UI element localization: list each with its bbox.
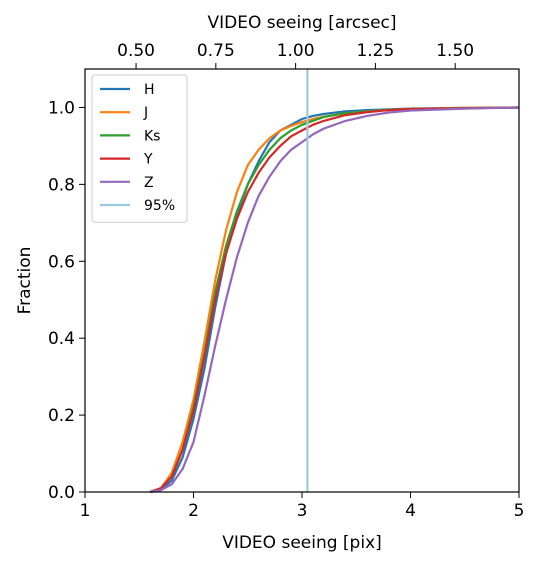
x-tick-label: 3 <box>297 501 308 521</box>
y-tick-label: 0.6 <box>48 252 75 272</box>
legend-label: 95% <box>144 198 175 214</box>
legend-label: Z <box>144 175 154 191</box>
y-tick-label: 1.0 <box>48 98 75 118</box>
series-line-y <box>149 106 520 494</box>
x-tick-label: 4 <box>405 501 416 521</box>
y-tick-label: 0.4 <box>48 329 75 349</box>
series-lines <box>149 69 520 494</box>
series-line-j <box>149 106 520 494</box>
x-axis-label: VIDEO seeing [pix] <box>222 533 382 553</box>
y-tick-label: 0.2 <box>48 406 75 426</box>
x-tick-label: 5 <box>514 501 525 521</box>
x-tick-label: 2 <box>188 501 199 521</box>
y-tick-label: 0.8 <box>48 175 75 195</box>
top-x-axis: 0.50 0.75 1.00 1.25 1.50 <box>117 41 474 69</box>
y-tick-label: 0.0 <box>48 483 75 503</box>
legend-label: Ks <box>144 128 160 144</box>
top-x-tick-label: 0.50 <box>117 41 155 61</box>
legend-label: H <box>144 82 155 98</box>
x-tick-label: 1 <box>80 501 91 521</box>
top-x-tick-label: 0.75 <box>197 41 235 61</box>
top-x-tick-label: 1.00 <box>277 41 315 61</box>
legend-label: Y <box>143 152 153 168</box>
series-line-h <box>149 106 520 494</box>
legend-label: J <box>143 105 148 121</box>
series-line-ks <box>149 106 520 494</box>
bottom-x-axis: 1 2 3 4 5 <box>80 492 525 521</box>
top-x-tick-label: 1.25 <box>356 41 394 61</box>
series-line-z <box>149 106 520 494</box>
top-x-axis-label: VIDEO seeing [arcsec] <box>207 13 396 33</box>
legend: HJ Ks YZ 95% <box>91 74 188 223</box>
y-axis-label: Fraction <box>15 247 35 315</box>
top-x-tick-label: 1.50 <box>436 41 474 61</box>
y-axis: 0.0 0.2 0.4 0.6 0.8 1.0 <box>48 98 85 503</box>
